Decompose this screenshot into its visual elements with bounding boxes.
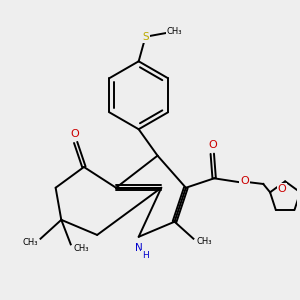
Text: O: O: [208, 140, 217, 151]
Text: O: O: [70, 129, 79, 139]
Text: H: H: [142, 251, 149, 260]
Text: CH₃: CH₃: [196, 237, 212, 246]
Text: S: S: [142, 32, 149, 42]
Text: N: N: [135, 243, 142, 253]
Text: O: O: [278, 184, 286, 194]
Text: O: O: [240, 176, 249, 186]
Text: CH₃: CH₃: [22, 238, 38, 247]
Text: CH₃: CH₃: [167, 27, 182, 36]
Text: CH₃: CH₃: [74, 244, 89, 253]
